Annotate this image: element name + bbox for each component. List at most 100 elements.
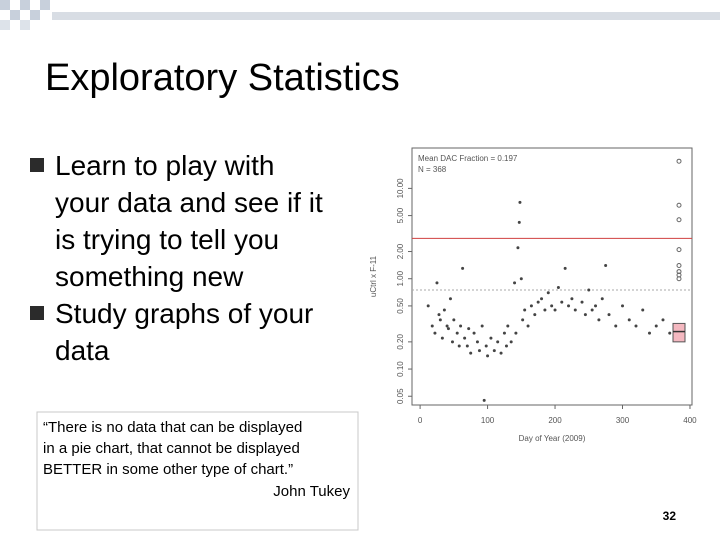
- point: [647, 331, 651, 335]
- point: [627, 318, 631, 322]
- point: [661, 318, 665, 322]
- point: [556, 285, 560, 289]
- point: [477, 349, 481, 353]
- point: [567, 304, 571, 308]
- point: [523, 308, 527, 312]
- point: [437, 313, 441, 317]
- point: [519, 277, 523, 281]
- point: [517, 220, 521, 224]
- y-tick-label: 0.50: [396, 298, 405, 314]
- point: [521, 318, 525, 322]
- point: [440, 336, 444, 340]
- point: [450, 340, 454, 344]
- point: [482, 398, 486, 402]
- point: [518, 200, 522, 204]
- point: [486, 354, 490, 358]
- quote-line: in a pie chart, that cannot be displayed: [43, 440, 300, 457]
- point: [502, 331, 506, 335]
- y-tick-label: 0.10: [396, 361, 405, 377]
- bullet-line: Study graphs of your: [55, 298, 313, 329]
- outlier: [676, 269, 682, 275]
- point: [506, 324, 510, 328]
- bullet-list: Learn to play with your data and see if i…: [30, 150, 323, 366]
- outlier: [676, 217, 682, 223]
- point: [543, 308, 547, 312]
- point: [526, 324, 530, 328]
- quote-line: BETTER in some other type of chart.”: [43, 461, 293, 478]
- point: [480, 324, 484, 328]
- point: [536, 300, 540, 304]
- point: [455, 331, 459, 335]
- point: [465, 344, 469, 348]
- point: [499, 351, 503, 355]
- x-tick-label: 300: [616, 416, 630, 425]
- x-tick-label: 100: [481, 416, 495, 425]
- point: [563, 266, 567, 270]
- annotation: N = 368: [418, 165, 447, 174]
- point: [484, 344, 488, 348]
- bullet-marker: [30, 158, 44, 172]
- plot-frame: [411, 147, 693, 406]
- quote: “There is no data that can be displayed i…: [43, 419, 302, 478]
- point: [442, 308, 446, 312]
- quote-line: “There is no data that can be displayed: [43, 419, 302, 436]
- point: [621, 304, 625, 308]
- point: [467, 327, 471, 331]
- point: [597, 318, 601, 322]
- point: [580, 300, 584, 304]
- point: [459, 324, 463, 328]
- point: [553, 308, 557, 312]
- point: [634, 324, 638, 328]
- page-number: 32: [663, 509, 677, 523]
- outlier: [676, 247, 682, 253]
- bullet-line: is trying to tell you: [55, 224, 279, 255]
- outlier: [676, 202, 682, 208]
- point: [461, 266, 465, 270]
- point: [513, 281, 517, 285]
- attribution: John Tukey: [273, 483, 350, 500]
- bullet-line: your data and see if it: [55, 187, 323, 218]
- point: [426, 304, 430, 308]
- outlier: [676, 276, 682, 282]
- point: [614, 324, 618, 328]
- point: [514, 331, 518, 335]
- point: [435, 281, 439, 285]
- outlier: [676, 158, 682, 164]
- point: [540, 297, 544, 301]
- point: [433, 331, 437, 335]
- point: [463, 336, 467, 340]
- point: [504, 344, 508, 348]
- point: [446, 327, 450, 331]
- point: [529, 304, 533, 308]
- point: [469, 351, 473, 355]
- point: [448, 297, 452, 301]
- point: [509, 340, 513, 344]
- point: [594, 304, 598, 308]
- point: [452, 318, 456, 322]
- bullet-marker: [30, 306, 44, 320]
- y-tick-label: 5.00: [396, 207, 405, 223]
- point: [533, 313, 537, 317]
- point: [654, 324, 658, 328]
- y-tick-label: 0.20: [396, 334, 405, 350]
- point: [587, 288, 591, 292]
- y-axis-label: uCtrl x F-11: [369, 255, 378, 297]
- y-tick-label: 2.00: [396, 243, 405, 259]
- bullet-line: something new: [55, 261, 244, 292]
- chart: 0 100 200 300 400 0.05 0.10 0.20 0.50 1.00 2.00 5.0…: [369, 147, 697, 443]
- point: [590, 308, 594, 312]
- point: [438, 318, 442, 322]
- point: [600, 297, 604, 301]
- x-tick-label: 400: [683, 416, 697, 425]
- point: [546, 291, 550, 295]
- point: [604, 264, 608, 268]
- point: [607, 313, 611, 317]
- y-tick-label: 0.05: [396, 388, 405, 404]
- outlier: [676, 263, 682, 269]
- point: [445, 324, 449, 328]
- x-tick-label: 200: [548, 416, 562, 425]
- bullet-line: data: [55, 335, 110, 366]
- point: [550, 304, 554, 308]
